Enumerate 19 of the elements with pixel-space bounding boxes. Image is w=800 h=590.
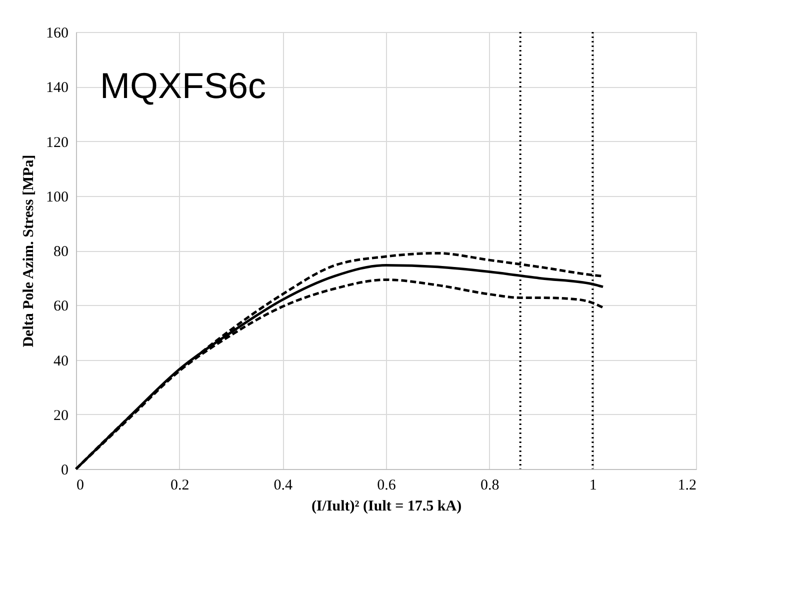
x-tick-label: 0 [76, 478, 84, 494]
x-tick-label: 1 [589, 478, 597, 494]
x-tick-label: 0.2 [170, 478, 190, 494]
y-tick-label: 60 [54, 298, 68, 315]
y-tick-label: 100 [46, 189, 68, 206]
y-tick-label: 40 [54, 353, 68, 370]
y-tick-label: 80 [54, 244, 68, 260]
x-axis-title: (I/Iult)² (Iult = 17.5 kA) [311, 498, 462, 514]
y-tick-label: 120 [46, 134, 68, 151]
y-tick-label: 140 [46, 80, 68, 96]
y-tick-label: 0 [61, 462, 68, 478]
x-tick-label: 0.4 [274, 478, 294, 494]
y-axis-title: Delta Pole Azim. Stress [MPa] [21, 154, 37, 348]
annotation: MQXFS6c [100, 65, 266, 106]
x-tick-label: 1.2 [678, 478, 696, 494]
x-tick-label: 0.6 [377, 478, 396, 494]
y-tick-label: 160 [46, 26, 68, 42]
x-tick-label: 0.8 [480, 478, 500, 494]
y-tick-label: 20 [54, 408, 68, 424]
